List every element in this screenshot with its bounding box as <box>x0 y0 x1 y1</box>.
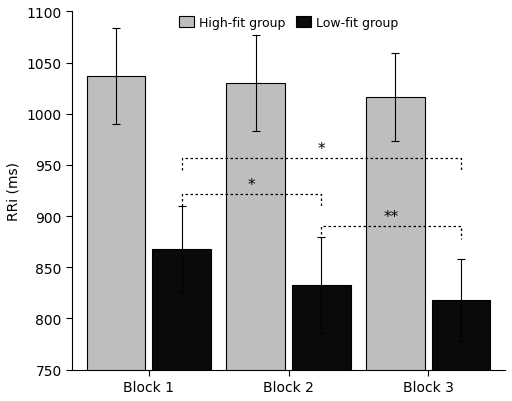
Text: *: * <box>317 142 325 156</box>
Bar <box>226 84 285 401</box>
Text: *: * <box>248 177 255 192</box>
Bar <box>432 300 490 401</box>
Y-axis label: RRi (ms): RRi (ms) <box>7 162 21 221</box>
Bar <box>153 249 211 401</box>
Bar <box>366 98 425 401</box>
Legend: High-fit group, Low-fit group: High-fit group, Low-fit group <box>174 12 403 34</box>
Bar <box>292 285 351 401</box>
Text: **: ** <box>383 210 399 225</box>
Bar <box>87 77 145 401</box>
